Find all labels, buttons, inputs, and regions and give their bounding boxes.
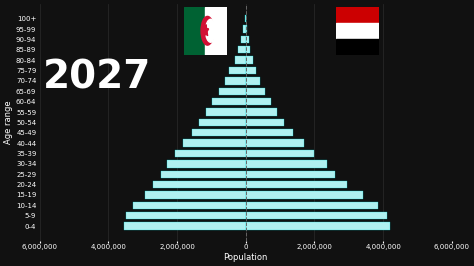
X-axis label: Population: Population: [224, 253, 268, 262]
Bar: [246, 171, 335, 178]
FancyBboxPatch shape: [205, 7, 227, 55]
Bar: [167, 160, 246, 168]
Bar: [225, 77, 246, 85]
Bar: [246, 25, 247, 33]
Bar: [337, 7, 379, 23]
Bar: [246, 98, 271, 105]
Bar: [246, 181, 347, 188]
Bar: [161, 171, 246, 178]
Bar: [241, 36, 246, 43]
Bar: [212, 98, 246, 105]
Bar: [337, 39, 379, 55]
Bar: [246, 139, 304, 147]
Bar: [246, 119, 283, 126]
Circle shape: [201, 16, 214, 45]
Bar: [246, 56, 253, 64]
Bar: [246, 150, 314, 157]
Bar: [200, 119, 246, 126]
Bar: [246, 222, 390, 230]
Bar: [126, 212, 246, 219]
Bar: [246, 46, 250, 53]
Bar: [229, 67, 246, 74]
Polygon shape: [203, 24, 209, 36]
Bar: [153, 181, 246, 188]
Bar: [337, 23, 379, 39]
Bar: [133, 202, 246, 209]
Y-axis label: Age range: Age range: [4, 101, 13, 144]
Bar: [191, 129, 246, 136]
Bar: [246, 36, 248, 43]
Bar: [246, 129, 293, 136]
Bar: [246, 191, 363, 199]
Bar: [246, 160, 327, 168]
Circle shape: [206, 19, 216, 42]
Bar: [246, 67, 256, 74]
Bar: [219, 88, 246, 95]
Bar: [246, 88, 265, 95]
Bar: [183, 139, 246, 147]
Bar: [246, 212, 387, 219]
Bar: [235, 56, 246, 64]
Bar: [238, 46, 246, 53]
Text: 2027: 2027: [43, 59, 152, 97]
Bar: [175, 150, 246, 157]
Bar: [246, 77, 260, 85]
Bar: [246, 202, 378, 209]
Bar: [206, 108, 246, 116]
Bar: [124, 222, 246, 230]
Bar: [145, 191, 246, 199]
Bar: [245, 15, 246, 22]
Bar: [246, 108, 277, 116]
FancyBboxPatch shape: [184, 7, 205, 55]
Bar: [243, 25, 246, 33]
